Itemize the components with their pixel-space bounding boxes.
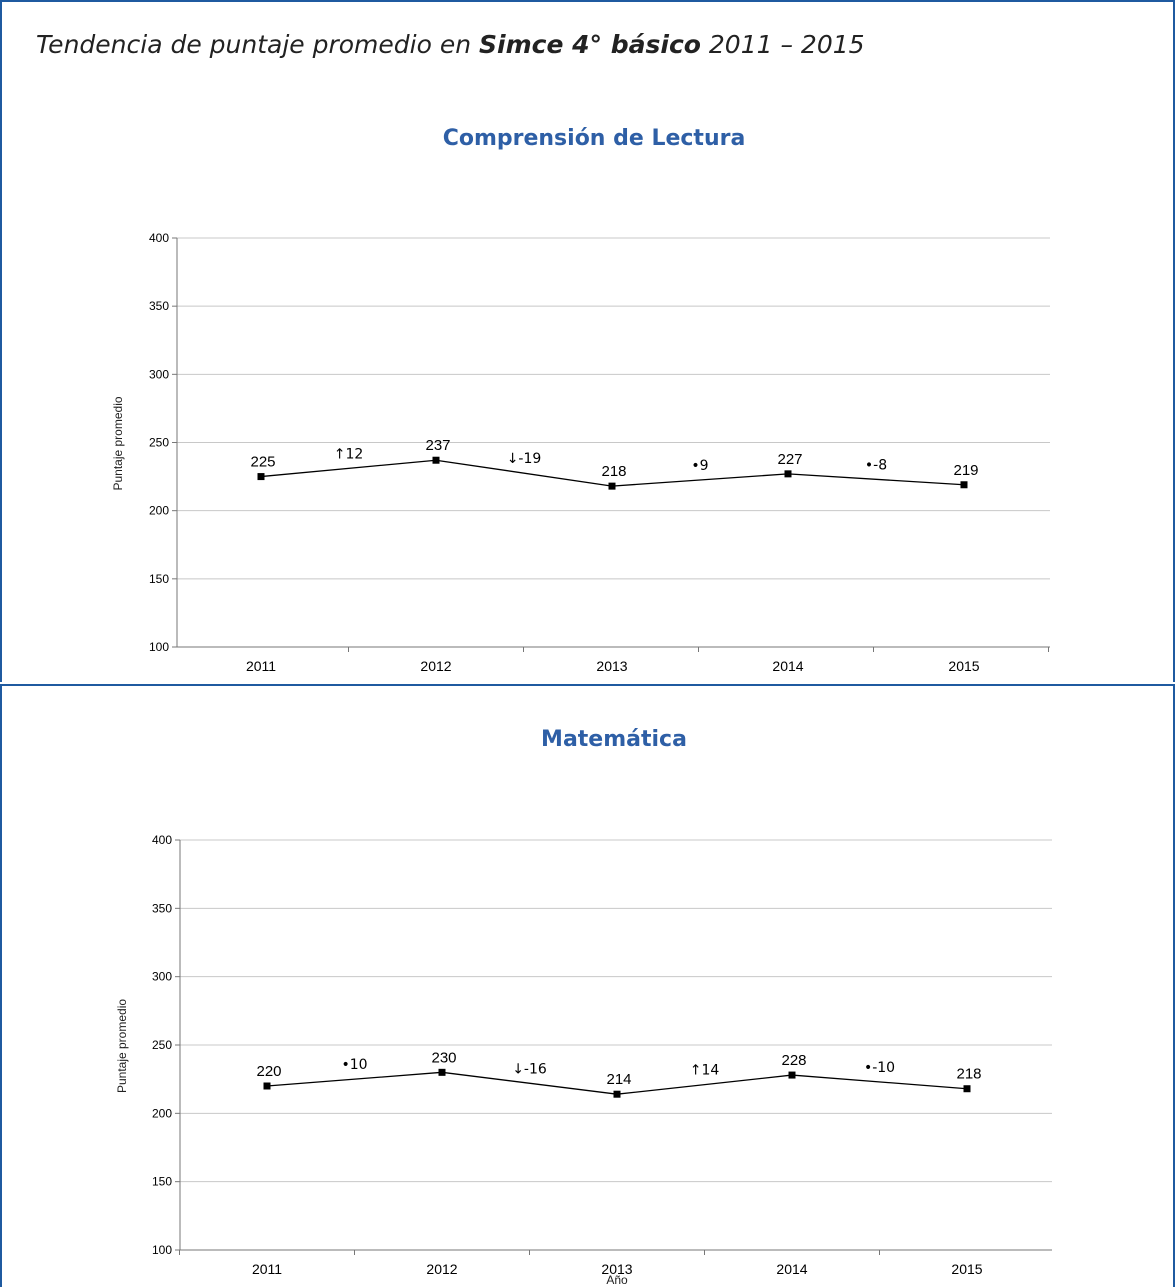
chart-lectura: Comprensión de Lectura 100 150 200 250 300 350… xyxy=(111,126,1050,674)
data-label: 214 xyxy=(606,1071,631,1088)
data-label: 228 xyxy=(781,1052,806,1069)
change-label: ↑12 xyxy=(334,446,364,462)
y-tick-label: 300 xyxy=(152,970,172,984)
y-axis-label: Puntaje promedio xyxy=(115,999,129,1093)
data-point xyxy=(438,1068,446,1076)
x-tick-label: 2011 xyxy=(246,658,276,674)
y-tick-label: 300 xyxy=(149,367,169,381)
change-label: •-10 xyxy=(864,1060,895,1076)
change-label: ↓-19 xyxy=(507,451,542,467)
data-label: 219 xyxy=(953,462,978,479)
x-tick-label: 2013 xyxy=(596,658,627,674)
page-title: Tendencia de puntaje promedio en Simce 4… xyxy=(36,30,865,59)
x-axis-label: Año xyxy=(606,1273,628,1287)
data-point xyxy=(613,1090,621,1098)
y-tick-label: 150 xyxy=(152,1175,172,1189)
y-tick-label: 350 xyxy=(149,299,169,313)
change-label: ↓-16 xyxy=(512,1061,547,1077)
data-point xyxy=(788,1071,796,1079)
chart-title: Matemática xyxy=(541,727,687,752)
x-tick-label: 2012 xyxy=(426,1261,457,1277)
y-tick-label: 400 xyxy=(149,231,169,245)
data-point xyxy=(608,482,616,490)
change-label: •9 xyxy=(691,458,708,474)
y-tick-label: 350 xyxy=(152,901,172,915)
data-label: 225 xyxy=(250,454,275,471)
data-point xyxy=(963,1085,971,1093)
x-tick-label: 2013 xyxy=(601,1261,632,1277)
y-tick-label: 250 xyxy=(152,1038,172,1052)
y-tick-label: 100 xyxy=(152,1243,172,1257)
data-point xyxy=(960,481,968,489)
page-title-suffix: 2011 – 2015 xyxy=(700,30,865,59)
data-point xyxy=(257,473,265,481)
x-tick-label: 2014 xyxy=(772,658,803,674)
panel-lectura: Tendencia de puntaje promedio en Simce 4… xyxy=(0,0,1175,682)
chart-matematica: Matemática 100 150 200 250 300 350 400 2011 2012 2… xyxy=(115,727,1052,1287)
x-tick-label: 2015 xyxy=(948,658,979,674)
data-label: 218 xyxy=(956,1066,981,1083)
data-label: 220 xyxy=(256,1063,281,1080)
y-tick-label: 100 xyxy=(149,640,169,654)
data-label: 237 xyxy=(425,437,450,454)
data-point xyxy=(432,456,440,464)
chart-title: Comprensión de Lectura xyxy=(443,126,746,151)
y-axis-label: Puntaje promedio xyxy=(111,396,125,490)
y-tick-label: 400 xyxy=(152,833,172,847)
x-tick-label: 2012 xyxy=(420,658,451,674)
data-label: 218 xyxy=(601,463,626,480)
y-tick-label: 250 xyxy=(149,436,169,450)
y-tick-label: 200 xyxy=(152,1106,172,1120)
change-label: •-8 xyxy=(865,457,887,473)
data-point xyxy=(784,470,792,478)
y-tick-label: 150 xyxy=(149,572,169,586)
data-label: 230 xyxy=(431,1049,456,1066)
change-label: •10 xyxy=(341,1057,367,1073)
change-label: ↑14 xyxy=(690,1063,720,1079)
x-tick-label: 2011 xyxy=(252,1261,282,1277)
page-title-bold: Simce 4° básico xyxy=(479,30,701,59)
data-label: 227 xyxy=(777,451,802,468)
x-tick-label: 2015 xyxy=(951,1261,982,1277)
y-tick-label: 200 xyxy=(149,504,169,518)
x-tick-label: 2014 xyxy=(776,1261,807,1277)
data-point xyxy=(263,1082,271,1090)
panel-matematica: Matemática 100 150 200 250 300 350 400 2011 2012 2… xyxy=(0,684,1175,1287)
page-title-prefix: Tendencia de puntaje promedio en xyxy=(36,30,480,59)
